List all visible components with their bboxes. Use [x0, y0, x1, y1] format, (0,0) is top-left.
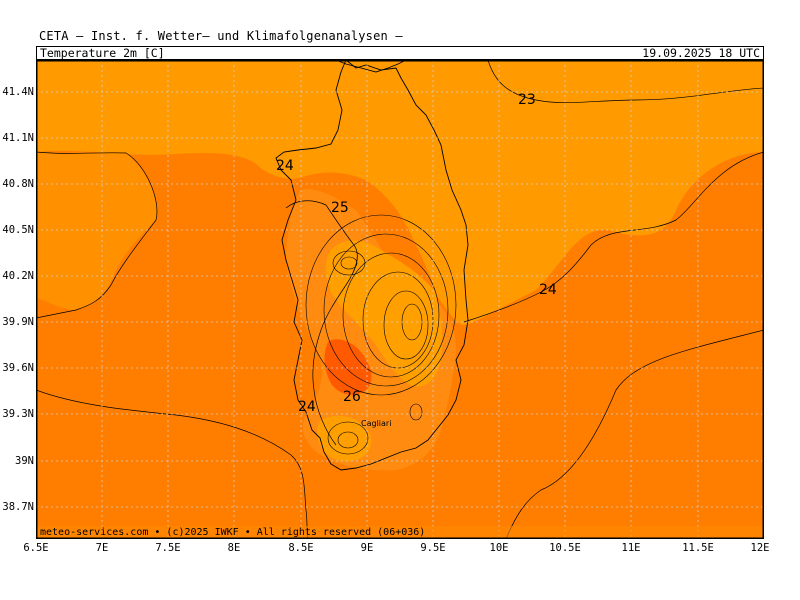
contour-25 [285, 200, 358, 446]
lon-label: 11.5E [682, 542, 714, 554]
map-frame: 23 24 24 25 26 24 Cagliari [36, 60, 764, 539]
region-23-band [36, 60, 764, 326]
lon-label: 12E [750, 542, 770, 554]
lon-label: 10.5E [549, 542, 581, 554]
contour-label-23: 23 [518, 92, 536, 108]
contour-label-24-sw: 24 [298, 399, 316, 415]
temperature-map: 23 24 24 25 26 24 Cagliari [36, 60, 764, 539]
lat-label: 41.4N [2, 86, 34, 98]
region-26 [324, 339, 372, 395]
contour-24-east [463, 151, 764, 323]
footer-strip [37, 526, 763, 538]
lon-label: 8.5E [288, 542, 314, 554]
lat-label: 39.9N [2, 316, 34, 328]
lat-label: 39.3N [2, 408, 34, 420]
gridlines [36, 60, 764, 539]
contour-label-25: 25 [331, 200, 349, 216]
contour-24-south [36, 389, 309, 539]
contour-label-24-nw: 24 [276, 158, 294, 174]
lon-label: 9.5E [420, 542, 446, 554]
lat-label: 39N [15, 455, 34, 467]
lon-label: 8E [227, 542, 241, 554]
contour-24-se [505, 329, 764, 539]
lat-label: 40.2N [2, 270, 34, 282]
header-title: CETA — Inst. f. Wetter— und Klimafolgena… [39, 29, 403, 43]
region-inland-hot-south [317, 415, 372, 462]
footer-credit: meteo-services.com • (c)2025 IWKF • All … [40, 527, 426, 538]
variable-label: Temperature_2m_[C] [40, 46, 165, 60]
lon-label: 9E [360, 542, 374, 554]
lat-label: 39.6N [2, 362, 34, 374]
timestamp-label: 19.09.2025 18 UTC [642, 46, 760, 60]
lat-label: 40.5N [2, 224, 34, 236]
region-inland-hot [325, 240, 443, 387]
coastline-corsica [335, 60, 407, 73]
map-border [36, 60, 764, 539]
lon-label: 6.5E [23, 542, 49, 554]
coastline-sardinia [275, 60, 469, 471]
lon-label: 10E [489, 542, 509, 554]
lat-label: 40.8N [2, 178, 34, 190]
contour-23 [487, 60, 764, 104]
city-label-cagliari: Cagliari [361, 419, 391, 428]
lon-label: 7.5E [155, 542, 181, 554]
lat-label: 38.7N [2, 501, 34, 513]
contour-label-24-e: 24 [539, 282, 557, 298]
region-west-pocket [36, 152, 157, 310]
lon-label: 7E [95, 542, 109, 554]
info-bar: Temperature_2m_[C] 19.09.2025 18 UTC [36, 46, 764, 60]
lat-label: 41.1N [2, 132, 34, 144]
lon-label: 11E [621, 542, 641, 554]
contour-label-26: 26 [343, 389, 361, 405]
